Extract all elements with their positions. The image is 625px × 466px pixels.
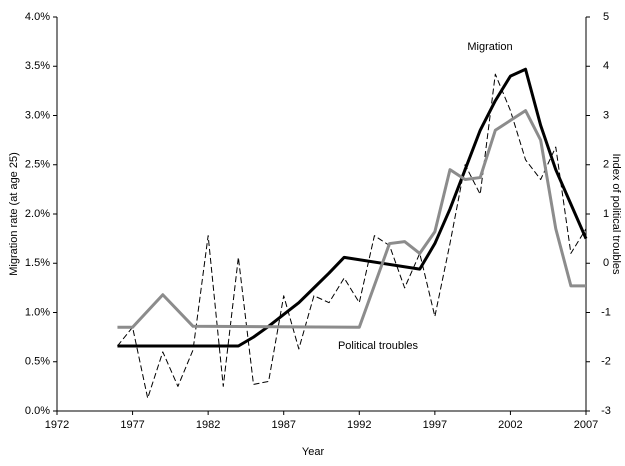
- y2-tick-label: 4: [603, 60, 609, 72]
- x-tick-label: 2007: [574, 419, 598, 431]
- y-tick-label: 1.0%: [25, 306, 50, 318]
- y-axis-title: Migration rate (at age 25): [8, 152, 20, 276]
- x-tick-label: 1982: [196, 419, 220, 431]
- y2-tick-label: -1: [601, 306, 611, 318]
- y-tick-label: 1.5%: [25, 257, 50, 269]
- y-tick-label: 3.0%: [25, 109, 50, 121]
- y2-tick-label: -2: [601, 356, 611, 368]
- y2-tick-label: 2: [603, 159, 609, 171]
- y-tick-label: 3.5%: [25, 60, 50, 72]
- x-tick-label: 1977: [120, 419, 144, 431]
- x-tick-label: 1997: [423, 419, 447, 431]
- series-annotation: Migration: [467, 41, 512, 53]
- x-tick-label: 2002: [498, 419, 522, 431]
- y2-tick-label: 5: [603, 11, 609, 23]
- series-line: [117, 109, 586, 329]
- x-tick-label: 1987: [271, 419, 295, 431]
- series-line: [117, 67, 588, 348]
- x-tick-label: 1992: [347, 419, 371, 431]
- y2-tick-label: -3: [601, 405, 611, 417]
- y2-axis-title: Index of political troubles: [610, 153, 622, 275]
- y2-tick-label: 1: [603, 208, 609, 220]
- series-line: [117, 73, 587, 399]
- y-tick-label: 2.5%: [25, 159, 50, 171]
- y-tick-label: 0.5%: [25, 356, 50, 368]
- series-annotation: Political troubles: [338, 340, 419, 352]
- y2-tick-label: 3: [603, 109, 609, 121]
- x-tick-label: 1972: [45, 419, 69, 431]
- y-tick-label: 4.0%: [25, 11, 50, 23]
- y-tick-label: 2.0%: [25, 208, 50, 220]
- x-axis-title: Year: [302, 446, 325, 458]
- y-tick-label: 0.0%: [25, 405, 50, 417]
- y2-tick-label: 0: [603, 257, 609, 269]
